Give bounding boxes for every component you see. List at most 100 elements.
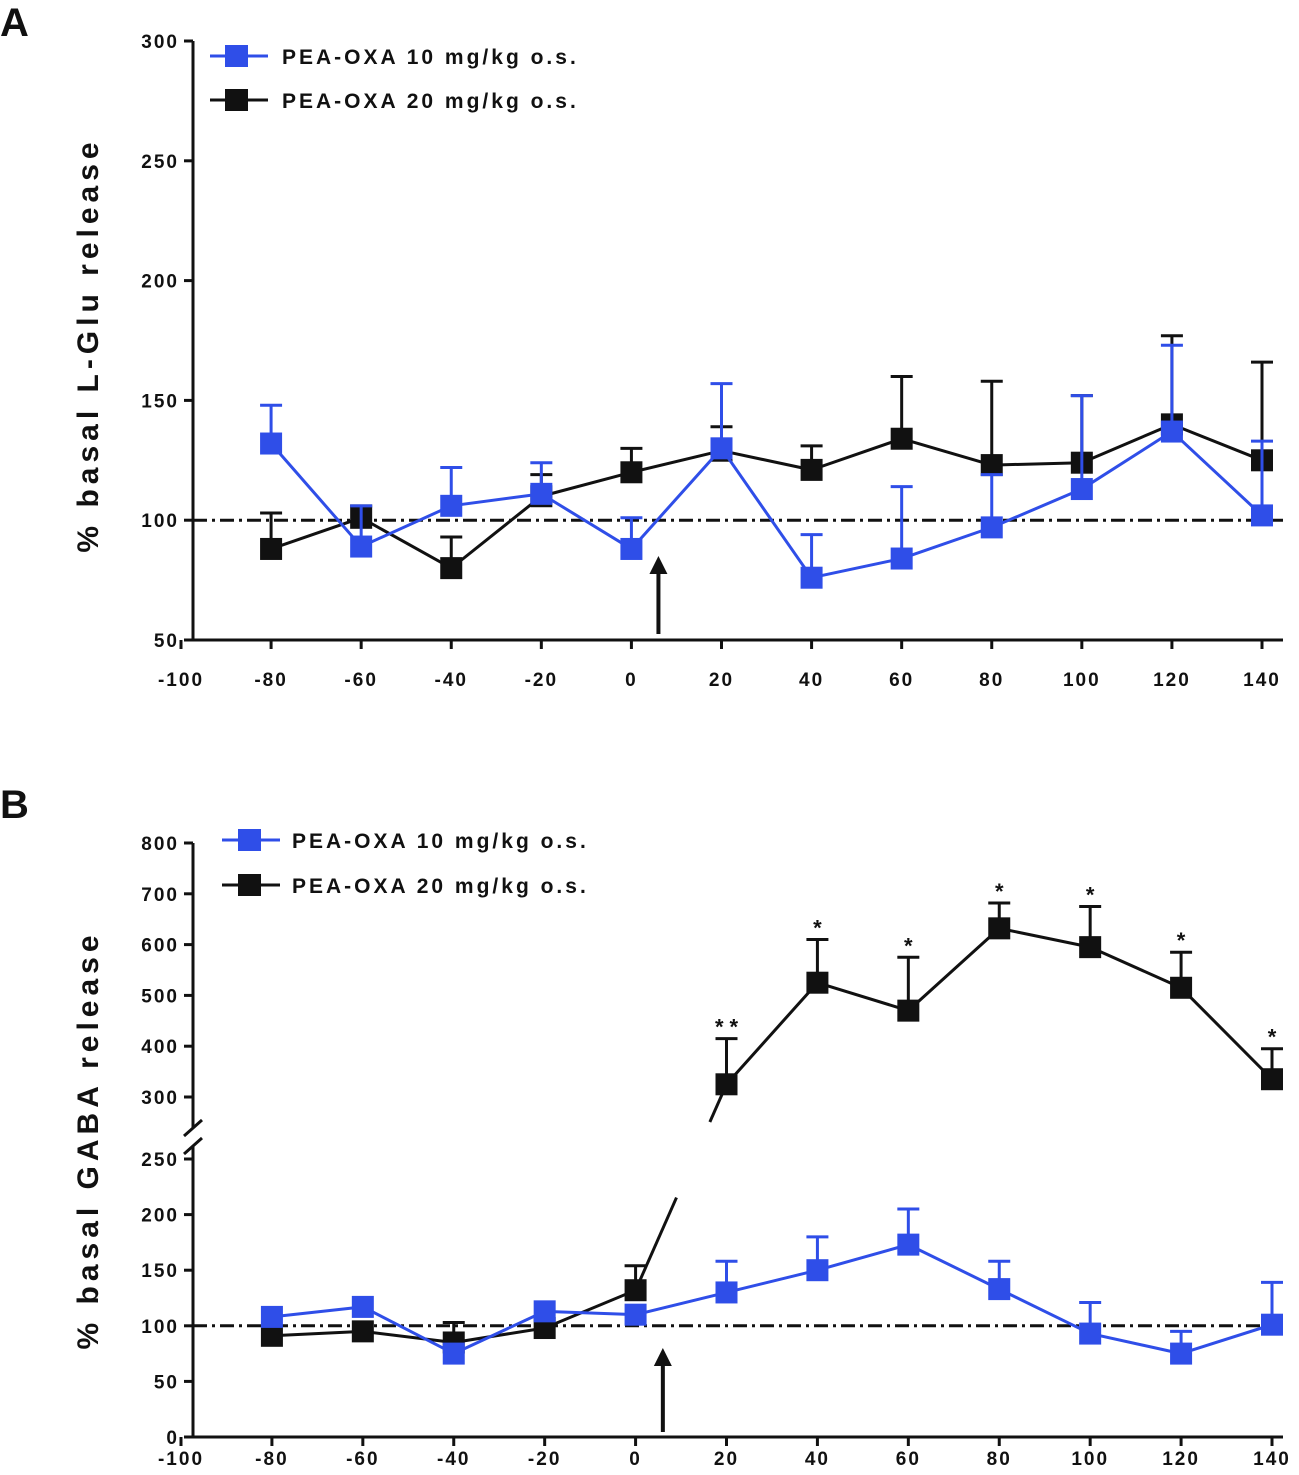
series-line-segment [271,1305,363,1319]
series-line-segment [634,1196,678,1291]
significance-asterisk: ** [715,1015,744,1040]
series-line-segment [362,1329,454,1344]
series-line-segment [451,492,542,508]
y-tick-label: 800 [141,834,179,855]
data-point-marker [710,437,733,460]
data-point-marker [260,432,283,455]
series-line-segment [362,1305,455,1355]
significance-asterisk: * [904,933,919,958]
series-line-segment [269,442,363,548]
y-tick-label: 700 [141,885,179,906]
data-point-marker [530,482,553,505]
series-line-segment [631,449,722,474]
series-line-segment [1089,945,1182,990]
series-line-segment [453,1326,545,1344]
data-point-marker [800,566,823,589]
series-line-segment [811,437,903,472]
series-line-segment [998,1287,1091,1335]
data-point-marker [1251,504,1273,527]
series-line-segment [540,470,632,498]
y-tick-label: 600 [141,936,179,957]
panel-b-legend: PEA-OXA 10 mg/kg o.s. PEA-OXA 20 mg/kg o… [222,829,586,898]
x-tick-label: -80 [254,670,287,691]
data-point-marker [800,458,823,481]
x-tick-label: -20 [525,670,558,691]
y-tick-label: 300 [141,32,179,53]
data-point-marker [1070,478,1093,501]
treatment-arrow-head [649,556,668,574]
data-point-marker [980,454,1003,477]
data-point-marker [351,1320,374,1343]
x-tick-label: 20 [714,1449,739,1470]
series-line-segment [1081,430,1173,491]
data-point-marker [897,1233,920,1256]
data-point-marker [980,516,1003,539]
y-tick-label: 400 [141,1037,179,1058]
series-line-segment [1170,430,1264,517]
data-point-marker [890,547,913,570]
x-tick-label: 80 [987,1449,1012,1470]
x-tick-label: -40 [435,670,468,691]
data-point-marker [350,535,373,558]
x-tick-label: -100 [158,1449,204,1470]
data-point-marker [260,1324,283,1347]
series-20mg [260,901,1283,1354]
series-line-segment [901,525,993,560]
series-line-segment [907,927,1001,1012]
x-tick-label: -80 [255,1449,288,1470]
data-point-marker [624,1279,647,1302]
x-tick-label: 140 [1243,670,1281,691]
y-tick-label: 250 [141,1150,179,1171]
data-point-marker [806,1259,829,1282]
data-point-marker [1079,1322,1102,1345]
series-line-segment [907,1243,1000,1291]
x-tick-label: -60 [346,1449,379,1470]
legend-label-10mg: PEA-OXA 10 mg/kg o.s. [282,46,579,69]
x-tick-label: 80 [979,670,1004,691]
legend-marker-black [225,89,248,111]
x-tick-label: -60 [344,670,377,691]
data-point-marker [806,971,829,994]
series-line-segment [544,1288,637,1330]
y-tick-label: 0 [166,1428,179,1449]
series-line-segment [811,557,902,580]
data-point-marker [890,427,913,450]
series-line-segment [1180,986,1274,1081]
data-point-marker [442,1342,465,1365]
x-tick-label: 0 [625,670,638,691]
significance-asterisk: * [1086,883,1101,908]
series-line-segment [360,504,452,548]
series-line-segment [270,516,362,551]
series-line-segment [450,495,543,570]
x-tick-label: 60 [889,670,914,691]
y-axis-break-mark [183,1136,203,1156]
data-point-marker [897,999,920,1022]
y-tick-label: 250 [141,152,179,173]
series-line-segment [635,1290,727,1317]
legend-label-20mg: PEA-OXA 20 mg/kg o.s. [282,90,579,113]
legend-marker-blue [238,829,261,851]
data-point-marker [1261,1068,1283,1091]
data-point-marker [1261,1313,1283,1336]
data-point-marker [1160,420,1183,443]
x-tick-label: 20 [709,670,734,691]
series-line-segment [816,981,909,1013]
series-line-segment [271,1329,363,1338]
panel-b: B % basal GABA release PEA-OXA 10 mg/kg … [0,783,1289,1470]
series-10mg [260,1207,1283,1365]
data-point-marker [988,1278,1011,1301]
data-point-marker [1170,976,1193,999]
panel-b-y-axis-label: % basal GABA release [72,930,105,1349]
significance-asterisk: * [995,879,1010,904]
data-point-marker [1079,936,1102,959]
x-tick-label: 0 [629,1449,642,1470]
x-tick-label: 100 [1071,1449,1109,1470]
series-line-segment [360,516,452,570]
legend-marker-black [238,874,261,896]
series-line-segment [1180,1323,1273,1356]
data-point-marker [533,1317,556,1340]
series-line-segment [998,926,1091,949]
x-tick-label: 120 [1153,670,1191,691]
y-tick-label: 100 [141,511,179,532]
